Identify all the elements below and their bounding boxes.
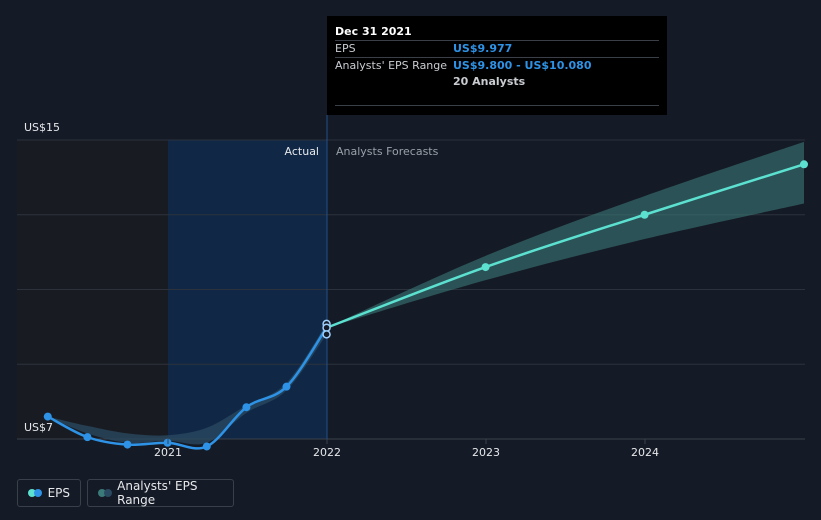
tooltip-range-label: Analysts' EPS Range [335,59,448,72]
eps-point[interactable] [282,382,291,391]
x-tick-label: 2023 [472,446,500,459]
forecast-line [326,163,805,329]
forecast-section-label: Analysts Forecasts [336,145,439,158]
forecast-point[interactable] [481,263,490,272]
eps-point[interactable] [242,403,251,412]
range-legend-icon [98,489,112,497]
tooltip: Dec 31 2021 EPS US$9.977 Analysts' EPS R… [327,16,667,115]
tooltip-analysts-spacer [335,74,453,90]
eps-point[interactable] [83,433,92,442]
chart-marks [43,141,808,451]
tooltip-eps-label: EPS [335,42,356,55]
x-tick-label: 2024 [631,446,659,459]
eps-point[interactable] [202,442,211,451]
tooltip-eps-value: US$9.977 [453,42,513,55]
legend-eps-label: EPS [47,486,70,500]
tooltip-date: Dec 31 2021 [335,25,412,38]
eps-legend-icon [28,489,42,497]
eps-point[interactable] [43,412,52,421]
forecast-point[interactable] [640,210,649,219]
tooltip-analysts-row: 20 Analysts [335,74,659,90]
tooltip-analysts-count: 20 Analysts [453,75,526,88]
x-axis: 2021 2022 2023 2024 [154,439,659,459]
y-axis-label-top: US$15 [24,121,60,134]
tooltip-range-value: US$9.800 - US$10.080 [453,59,592,72]
eps-point[interactable] [123,440,132,449]
tooltip-range-row: Analysts' EPS Range US$9.800 - US$10.080 [335,57,659,74]
x-tick-label: 2021 [154,446,182,459]
forecast-point[interactable] [800,160,808,169]
legend-range-button[interactable]: Analysts' EPS Range [87,479,234,507]
y-axis-label-bottom: US$7 [24,421,53,434]
tooltip-divider [335,105,659,106]
legend-range-label: Analysts' EPS Range [117,479,198,507]
legend-eps-button[interactable]: EPS [17,479,81,507]
x-tick-label: 2022 [313,446,341,459]
tooltip-eps-row: EPS US$9.977 [335,40,659,57]
eps-range-marker[interactable] [322,330,331,339]
actual-section-label: Actual [285,145,319,158]
